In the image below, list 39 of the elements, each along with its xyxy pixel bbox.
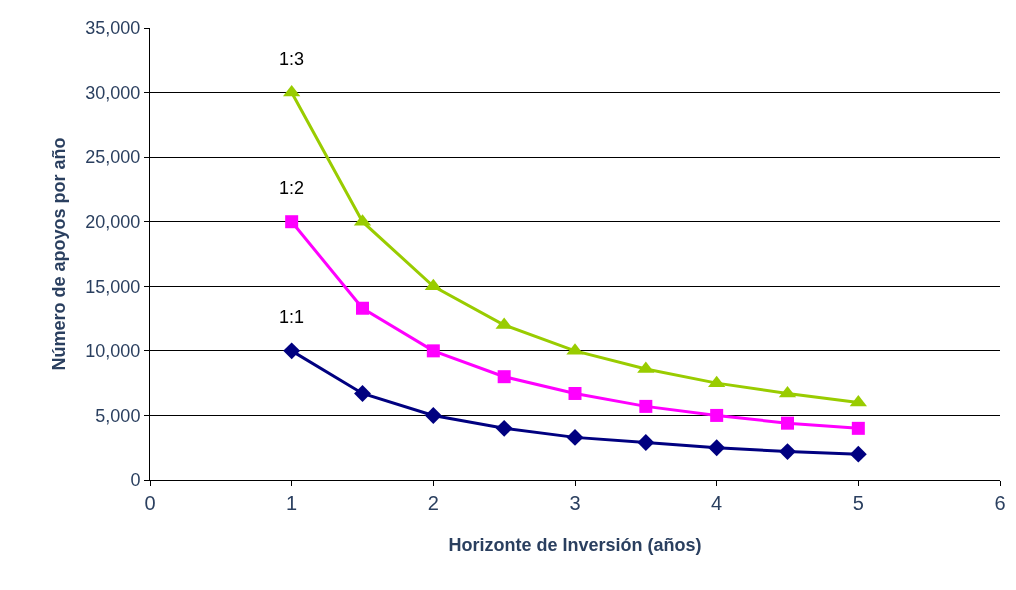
y-tick-label: 0 [130, 470, 141, 491]
y-tick-label: 20,000 [85, 212, 141, 233]
y-tick-label: 5,000 [95, 405, 141, 426]
point [566, 428, 584, 446]
series-label: 1:3 [279, 49, 305, 69]
point [639, 399, 653, 413]
y-tick-label: 30,000 [85, 82, 141, 103]
point [637, 434, 655, 451]
point [424, 406, 442, 424]
point [426, 344, 440, 358]
x-tick-label: 4 [711, 492, 723, 514]
point [849, 445, 867, 463]
y-tick-label: 15,000 [85, 276, 141, 297]
point [497, 370, 511, 384]
x-tick-label: 3 [569, 492, 581, 514]
x-tick-label: 2 [427, 492, 439, 514]
point [285, 215, 299, 229]
series-label: 1:2 [279, 178, 305, 198]
point [781, 416, 794, 430]
x-tick-label: 5 [852, 492, 864, 514]
x-axis-title: Horizonte de Inversión (años) [448, 535, 702, 556]
series-label: 1:1 [279, 307, 305, 327]
point [495, 419, 513, 437]
y-tick-label: 10,000 [85, 341, 141, 362]
x-tick-label: 6 [994, 492, 1006, 514]
point [851, 421, 865, 435]
y-tick-label: 35,000 [85, 18, 141, 39]
point [354, 385, 371, 402]
point [710, 408, 724, 422]
y-axis-title: Número de apoyos por año [48, 137, 69, 371]
point [356, 301, 369, 315]
y-tick-label: 25,000 [85, 147, 141, 168]
x-tick-label: 1 [286, 492, 298, 514]
point [568, 386, 582, 400]
point [424, 278, 442, 291]
point [283, 342, 301, 360]
point [708, 439, 726, 457]
point [779, 443, 796, 461]
x-tick-label: 0 [144, 492, 156, 514]
